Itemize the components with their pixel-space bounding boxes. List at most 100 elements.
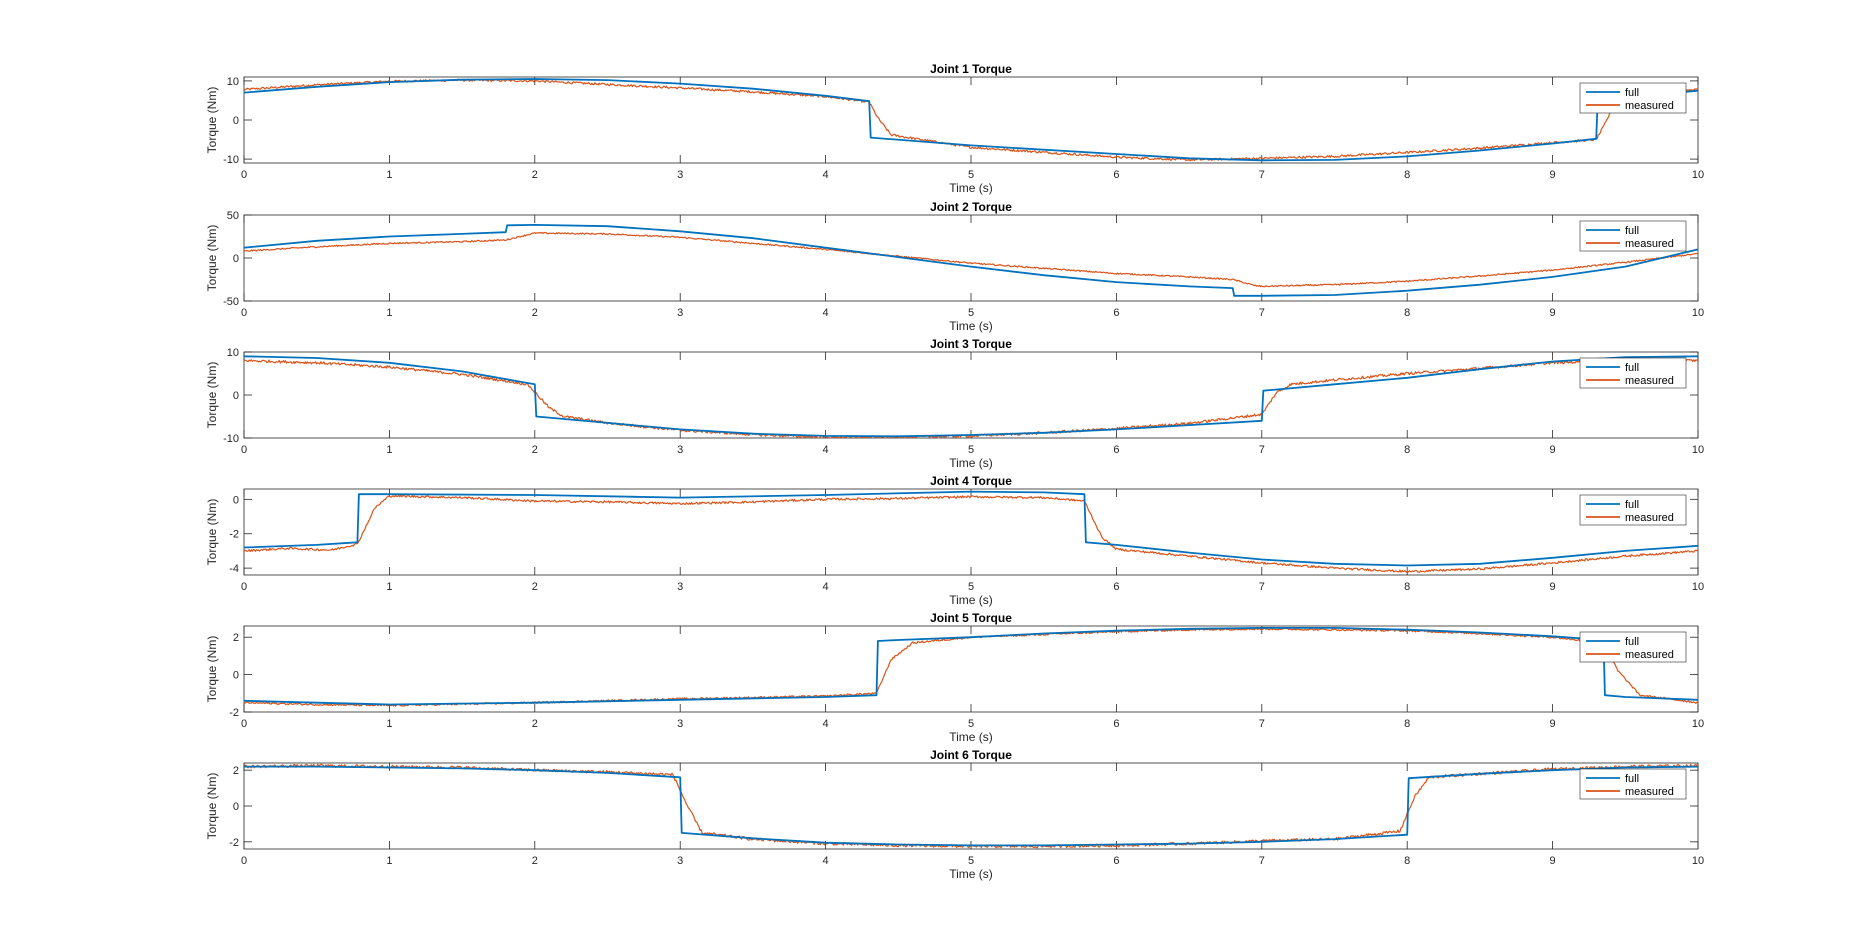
series-line-full [244, 490, 1698, 567]
y-tick-label: 0 [233, 115, 239, 127]
y-tick-label: 0 [233, 801, 239, 813]
x-tick-label: 2 [532, 444, 538, 456]
legend-label-measured: measured [1625, 238, 1674, 250]
x-tick-label: 3 [677, 855, 683, 867]
x-tick-label: 8 [1404, 581, 1410, 593]
x-tick-label: 9 [1550, 307, 1556, 319]
x-tick-label: 4 [823, 169, 829, 181]
y-tick-label: 0 [233, 390, 239, 402]
x-tick-label: 10 [1692, 855, 1704, 867]
x-tick-label: 4 [823, 307, 829, 319]
y-tick-label: 10 [227, 76, 239, 88]
plot-area [243, 351, 1699, 439]
legend-label-full: full [1625, 773, 1639, 785]
x-tick-label: 2 [532, 169, 538, 181]
legend-label-full: full [1625, 87, 1639, 99]
x-tick-label: 7 [1259, 855, 1265, 867]
legend-label-full: full [1625, 636, 1639, 648]
series-line-full [244, 765, 1698, 847]
x-tick-label: 9 [1550, 169, 1556, 181]
series-group [244, 763, 1698, 849]
x-tick-label: 5 [968, 855, 974, 867]
x-tick-label: 6 [1113, 307, 1119, 319]
x-tick-label: 5 [968, 169, 974, 181]
x-tick-label: 3 [677, 169, 683, 181]
series-line-full [244, 224, 1698, 297]
x-tick-label: 5 [968, 718, 974, 730]
series-line-measured [244, 358, 1698, 438]
x-tick-label: 0 [241, 444, 247, 456]
plot-area [243, 625, 1699, 713]
series-line-full [244, 627, 1698, 706]
series-group [244, 78, 1698, 162]
x-tick-label: 10 [1692, 307, 1704, 319]
x-tick-label: 3 [677, 718, 683, 730]
y-tick-label: -2 [229, 707, 239, 719]
x-tick-label: 5 [968, 581, 974, 593]
x-tick-label: 9 [1550, 581, 1556, 593]
x-tick-label: 3 [677, 581, 683, 593]
x-tick-label: 4 [823, 444, 829, 456]
x-tick-label: 6 [1113, 444, 1119, 456]
x-tick-label: 8 [1404, 855, 1410, 867]
series-group [244, 627, 1698, 707]
x-tick-label: 8 [1404, 718, 1410, 730]
chart-title: Joint 2 Torque [930, 200, 1012, 214]
x-tick-label: 2 [532, 581, 538, 593]
legend-box [1579, 357, 1687, 389]
x-tick-label: 8 [1404, 444, 1410, 456]
x-tick-label: 6 [1113, 855, 1119, 867]
y-tick-label: -2 [229, 529, 239, 541]
series-line-measured [244, 231, 1698, 288]
series-group [244, 490, 1698, 573]
x-tick-label: 9 [1550, 718, 1556, 730]
x-tick-label: 8 [1404, 307, 1410, 319]
y-tick-label: -10 [223, 154, 239, 166]
x-tick-label: 1 [386, 307, 392, 319]
x-axis-label: Time (s) [949, 181, 993, 195]
x-axis-label: Time (s) [949, 730, 993, 744]
y-tick-label: -10 [223, 433, 239, 445]
legend-box [1579, 82, 1687, 114]
chart-title: Joint 6 Torque [930, 748, 1012, 762]
x-tick-label: 10 [1692, 581, 1704, 593]
legend-label-full: full [1625, 362, 1639, 374]
y-tick-label: 0 [233, 494, 239, 506]
x-tick-label: 7 [1259, 444, 1265, 456]
x-tick-label: 0 [241, 169, 247, 181]
x-tick-label: 1 [386, 169, 392, 181]
y-tick-label: 0 [233, 670, 239, 682]
x-tick-label: 2 [532, 307, 538, 319]
x-tick-label: 5 [968, 307, 974, 319]
x-tick-label: 8 [1404, 169, 1410, 181]
x-tick-label: 4 [823, 581, 829, 593]
y-axis-label: Torque (Nm) [205, 499, 219, 566]
series-line-full [244, 355, 1698, 438]
x-axis-label: Time (s) [949, 867, 993, 881]
x-tick-label: 6 [1113, 169, 1119, 181]
y-tick-label: 0 [233, 253, 239, 265]
chart-title: Joint 3 Torque [930, 337, 1012, 351]
legend-label-measured: measured [1625, 649, 1674, 661]
x-axis-label: Time (s) [949, 456, 993, 470]
legend-box [1579, 631, 1687, 663]
series-group [244, 224, 1698, 297]
series-group [244, 355, 1698, 438]
subplot-joint-4: 0 1 2 3 4 5 6 7 8 9 10 0 -2 -4 Joint 4 Torque Time (s) T… [205, 474, 1704, 607]
x-tick-label: 3 [677, 307, 683, 319]
x-tick-label: 5 [968, 444, 974, 456]
x-tick-label: 6 [1113, 581, 1119, 593]
y-tick-label: 2 [233, 765, 239, 777]
y-axis-label: Torque (Nm) [205, 362, 219, 429]
series-line-measured [244, 494, 1698, 573]
y-axis-label: Torque (Nm) [205, 636, 219, 703]
